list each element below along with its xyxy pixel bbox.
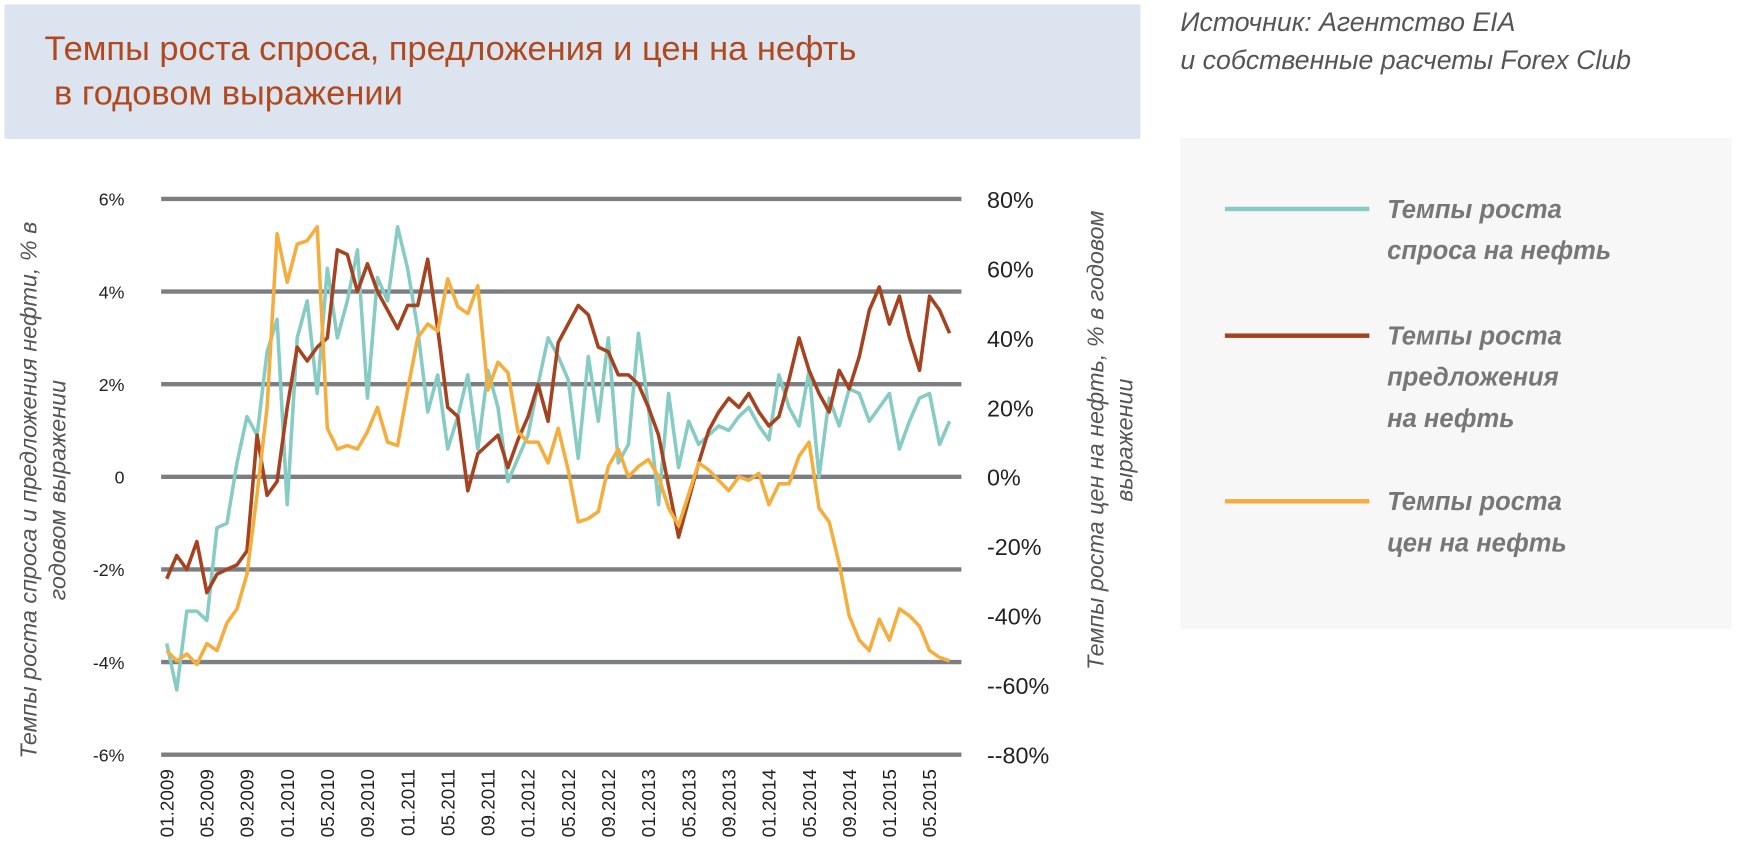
- x-tick-label: 09.2012: [599, 769, 620, 837]
- title-banner: Темпы роста спроса, предложения и цен на…: [4, 4, 1141, 139]
- legend-label: Темпы роста спроса на нефть: [1387, 194, 1612, 265]
- price-series-line: [165, 224, 951, 667]
- x-tick-label: 09.2013: [719, 769, 740, 837]
- x-tick-label: 05.2013: [679, 769, 700, 837]
- right-tick-label: 0%: [987, 465, 1021, 491]
- right-tick-label: --60%: [987, 673, 1049, 699]
- legend-swatch: [1224, 499, 1370, 504]
- right-tick-label: -20%: [987, 534, 1041, 560]
- x-tick-label: 01.2015: [880, 769, 901, 837]
- legend-item-demand: Темпы роста спроса на нефть: [1224, 189, 1676, 271]
- left-tick-label: 2%: [99, 375, 125, 395]
- legend-swatch: [1224, 333, 1370, 338]
- x-tick-label: 05.2015: [920, 769, 941, 837]
- left-tick-label: 0: [115, 468, 125, 488]
- supply-series-line: [165, 248, 952, 595]
- right-tick-label: -40%: [987, 604, 1041, 630]
- legend-label: Темпы роста цен на нефть: [1387, 486, 1567, 557]
- right-tick-label: --80%: [987, 743, 1049, 769]
- x-tick-label: 05.2009: [198, 769, 219, 837]
- left-tick-label: 4%: [99, 282, 125, 302]
- left-tick-label: -2%: [93, 560, 125, 580]
- x-tick-label: 09.2014: [840, 769, 861, 837]
- right-tick-label: 60%: [987, 256, 1034, 282]
- x-tick-label: 01.2011: [398, 769, 419, 836]
- demand-series-line: [164, 224, 952, 692]
- x-tick-label: 05.2012: [559, 769, 580, 837]
- x-tick-label: 05.2011: [438, 769, 459, 836]
- x-tick-label: 01.2009: [157, 769, 178, 837]
- legend-item-price: Темпы роста цен на нефть: [1224, 481, 1676, 563]
- x-tick-label: 01.2013: [639, 769, 660, 837]
- x-tick-label: 01.2010: [278, 769, 299, 837]
- legend: Темпы роста спроса на нефть Темпы роста …: [1180, 137, 1732, 630]
- left-tick-label: 6%: [99, 190, 125, 210]
- x-tick-label: 09.2009: [238, 769, 259, 837]
- x-tick-label: 01.2012: [519, 769, 540, 837]
- x-tick-label: 09.2011: [479, 769, 500, 836]
- x-tick-label: 09.2010: [358, 769, 379, 837]
- x-tick-label: 05.2010: [318, 769, 339, 837]
- x-tick-label: 01.2014: [760, 769, 781, 837]
- source-note: Источник: Агентство EIA и собственные ра…: [1180, 7, 1632, 76]
- legend-label: Темпы роста предложения на нефть: [1387, 321, 1562, 433]
- x-tick-label: 05.2014: [800, 769, 821, 837]
- right-tick-label: 80%: [987, 187, 1034, 213]
- right-tick-label: 20%: [987, 395, 1034, 421]
- right-tick-label: 40%: [987, 326, 1034, 352]
- left-tick-label: -4%: [93, 653, 125, 673]
- legend-swatch: [1224, 206, 1370, 212]
- chart-title: Темпы роста спроса, предложения и цен на…: [44, 28, 857, 113]
- left-tick-label: -6%: [93, 745, 125, 765]
- legend-item-supply: Темпы роста предложения на нефть: [1224, 316, 1676, 439]
